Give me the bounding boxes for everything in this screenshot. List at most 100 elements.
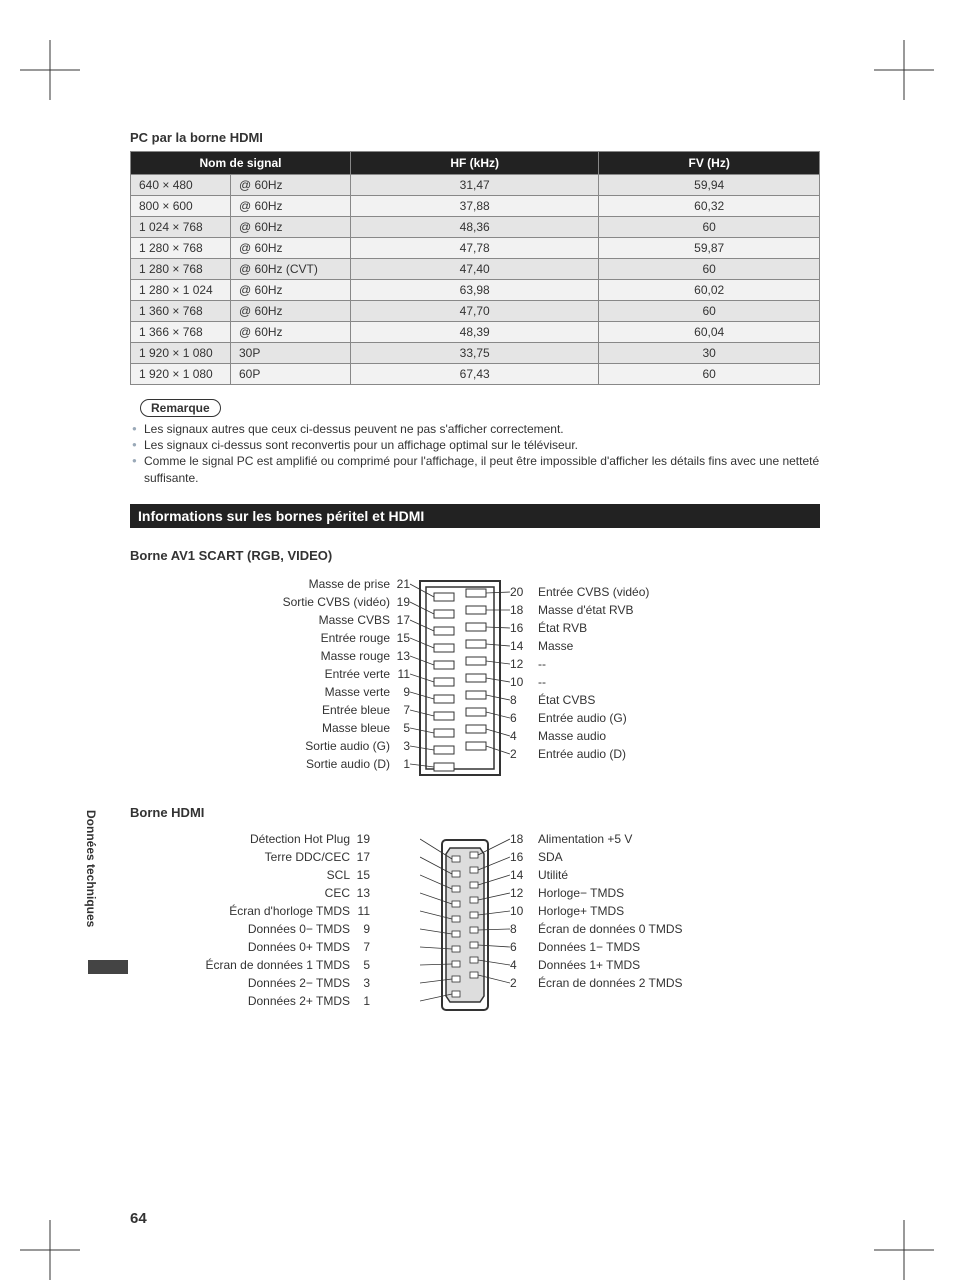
th-hf: HF (kHz) <box>351 152 599 175</box>
table-row: 1 920 × 1 08030P33,7530 <box>131 343 820 364</box>
table-row: 1 920 × 1 08060P67,4360 <box>131 364 820 385</box>
th-name: Nom de signal <box>131 152 351 175</box>
scart-pin-right: 6 Entrée audio (G) <box>510 709 649 727</box>
cell-fv: 60 <box>599 301 820 322</box>
cell-hf: 48,36 <box>351 217 599 238</box>
pin-number: 10 <box>510 673 532 691</box>
pin-label: État CVBS <box>538 691 595 709</box>
pin-number: 13 <box>396 647 410 665</box>
cell-res: 1 360 × 768 <box>131 301 231 322</box>
crop-mark-tl <box>20 40 80 100</box>
table-row: 1 280 × 1 024@ 60Hz63,9860,02 <box>131 280 820 301</box>
pin-label: Masse rouge <box>321 647 390 665</box>
pin-number: 19 <box>396 593 410 611</box>
cell-rate: 60P <box>231 364 351 385</box>
pin-label: Données 0+ TMDS <box>248 938 350 956</box>
cell-res: 640 × 480 <box>131 175 231 196</box>
pin-label: Entrée CVBS (vidéo) <box>538 583 649 601</box>
note-item: Comme le signal PC est amplifié ou compr… <box>144 453 820 485</box>
table-row: 1 280 × 768@ 60Hz47,7859,87 <box>131 238 820 259</box>
pin-number: 11 <box>356 902 370 920</box>
scart-pin-right: 10-- <box>510 673 649 691</box>
scart-diagram: Masse de prise21Sortie CVBS (vidéo) 19 Mas… <box>130 575 820 785</box>
pin-number: 3 <box>396 737 410 755</box>
hdmi-pin-right: 16SDA <box>510 848 683 866</box>
remark-label: Remarque <box>140 399 221 417</box>
hdmi-pin-left: Terre DDC/CEC17 <box>205 848 370 866</box>
crop-mark-tr <box>874 40 934 100</box>
cell-rate: @ 60Hz <box>231 280 351 301</box>
hdmi-pin-left: CEC13 <box>205 884 370 902</box>
cell-hf: 37,88 <box>351 196 599 217</box>
pin-number: 10 <box>510 902 532 920</box>
cell-fv: 30 <box>599 343 820 364</box>
cell-rate: @ 60Hz <box>231 238 351 259</box>
scart-pin-right: 2Entrée audio (D) <box>510 745 649 763</box>
cell-fv: 59,94 <box>599 175 820 196</box>
scart-pin-left: Masse verte 9 <box>283 683 410 701</box>
hdmi-pin-right: 18Alimentation +5 V <box>510 830 683 848</box>
pin-label: Sortie CVBS (vidéo) <box>283 593 390 611</box>
hdmi-pin-left: Écran de données 1 TMDS5 <box>205 956 370 974</box>
notes-list: Les signaux autres que ceux ci-dessus pe… <box>130 421 820 486</box>
pin-label: SDA <box>538 848 563 866</box>
scart-pin-left: Sortie audio (D)1 <box>283 755 410 773</box>
pin-label: Entrée audio (G) <box>538 709 627 727</box>
pin-number: 9 <box>356 920 370 938</box>
cell-rate: 30P <box>231 343 351 364</box>
pin-label: Écran de données 2 TMDS <box>538 974 683 992</box>
cell-hf: 31,47 <box>351 175 599 196</box>
scart-pin-right: 8État CVBS <box>510 691 649 709</box>
pin-label: SCL <box>327 866 350 884</box>
pin-label: -- <box>538 655 546 673</box>
table-row: 800 × 600@ 60Hz37,8860,32 <box>131 196 820 217</box>
pin-number: 17 <box>396 611 410 629</box>
cell-res: 800 × 600 <box>131 196 231 217</box>
cell-rate: @ 60Hz <box>231 217 351 238</box>
pin-number: 2 <box>510 974 532 992</box>
pin-label: Entrée verte <box>325 665 390 683</box>
page-number: 64 <box>130 1210 147 1227</box>
pin-label: Masse bleue <box>322 719 390 737</box>
cell-res: 1 280 × 768 <box>131 238 231 259</box>
pin-number: 4 <box>510 956 532 974</box>
cell-fv: 60,02 <box>599 280 820 301</box>
scart-pin-left: Entrée bleue7 <box>283 701 410 719</box>
scart-pin-left: Masse de prise21 <box>283 575 410 593</box>
pin-label: Données 0− TMDS <box>248 920 350 938</box>
pin-label: Masse CVBS <box>319 611 390 629</box>
pin-label: Entrée audio (D) <box>538 745 626 763</box>
hdmi-pin-left: Données 0− TMDS 9 <box>205 920 370 938</box>
pin-label: Données 1+ TMDS <box>538 956 640 974</box>
hdmi-pin-right: 8Écran de données 0 TMDS <box>510 920 683 938</box>
table-row: 640 × 480@ 60Hz31,4759,94 <box>131 175 820 196</box>
pin-number: 19 <box>356 830 370 848</box>
pin-number: 7 <box>356 938 370 956</box>
scart-pin-left: Masse rouge 13 <box>283 647 410 665</box>
pin-label: État RVB <box>538 619 587 637</box>
pin-label: Écran de données 0 TMDS <box>538 920 683 938</box>
hdmi-diagram: Détection Hot Plug19Terre DDC/CEC17SCL15… <box>130 830 820 1030</box>
scart-pin-left: Entrée verte11 <box>283 665 410 683</box>
crop-mark-bl <box>20 1220 80 1280</box>
pin-number: 15 <box>396 629 410 647</box>
pin-number: 9 <box>396 683 410 701</box>
pin-label: Horloge− TMDS <box>538 884 624 902</box>
pin-label: Utilité <box>538 866 568 884</box>
pin-label: Données 2− TMDS <box>248 974 350 992</box>
cell-hf: 67,43 <box>351 364 599 385</box>
pin-label: Terre DDC/CEC <box>265 848 350 866</box>
hdmi-pin-right: 12Horloge− TMDS <box>510 884 683 902</box>
scart-pin-left: Sortie CVBS (vidéo) 19 <box>283 593 410 611</box>
pin-number: 18 <box>510 830 532 848</box>
pin-number: 6 <box>510 709 532 727</box>
scart-pin-left: Masse bleue5 <box>283 719 410 737</box>
pin-label: Sortie audio (D) <box>306 755 390 773</box>
pin-label: Sortie audio (G) <box>305 737 390 755</box>
pin-number: 7 <box>396 701 410 719</box>
hdmi-pin-right: 14Utilité <box>510 866 683 884</box>
cell-res: 1 366 × 768 <box>131 322 231 343</box>
note-item: Les signaux autres que ceux ci-dessus pe… <box>144 421 820 437</box>
pin-label: CEC <box>325 884 350 902</box>
pin-label: Masse verte <box>325 683 390 701</box>
